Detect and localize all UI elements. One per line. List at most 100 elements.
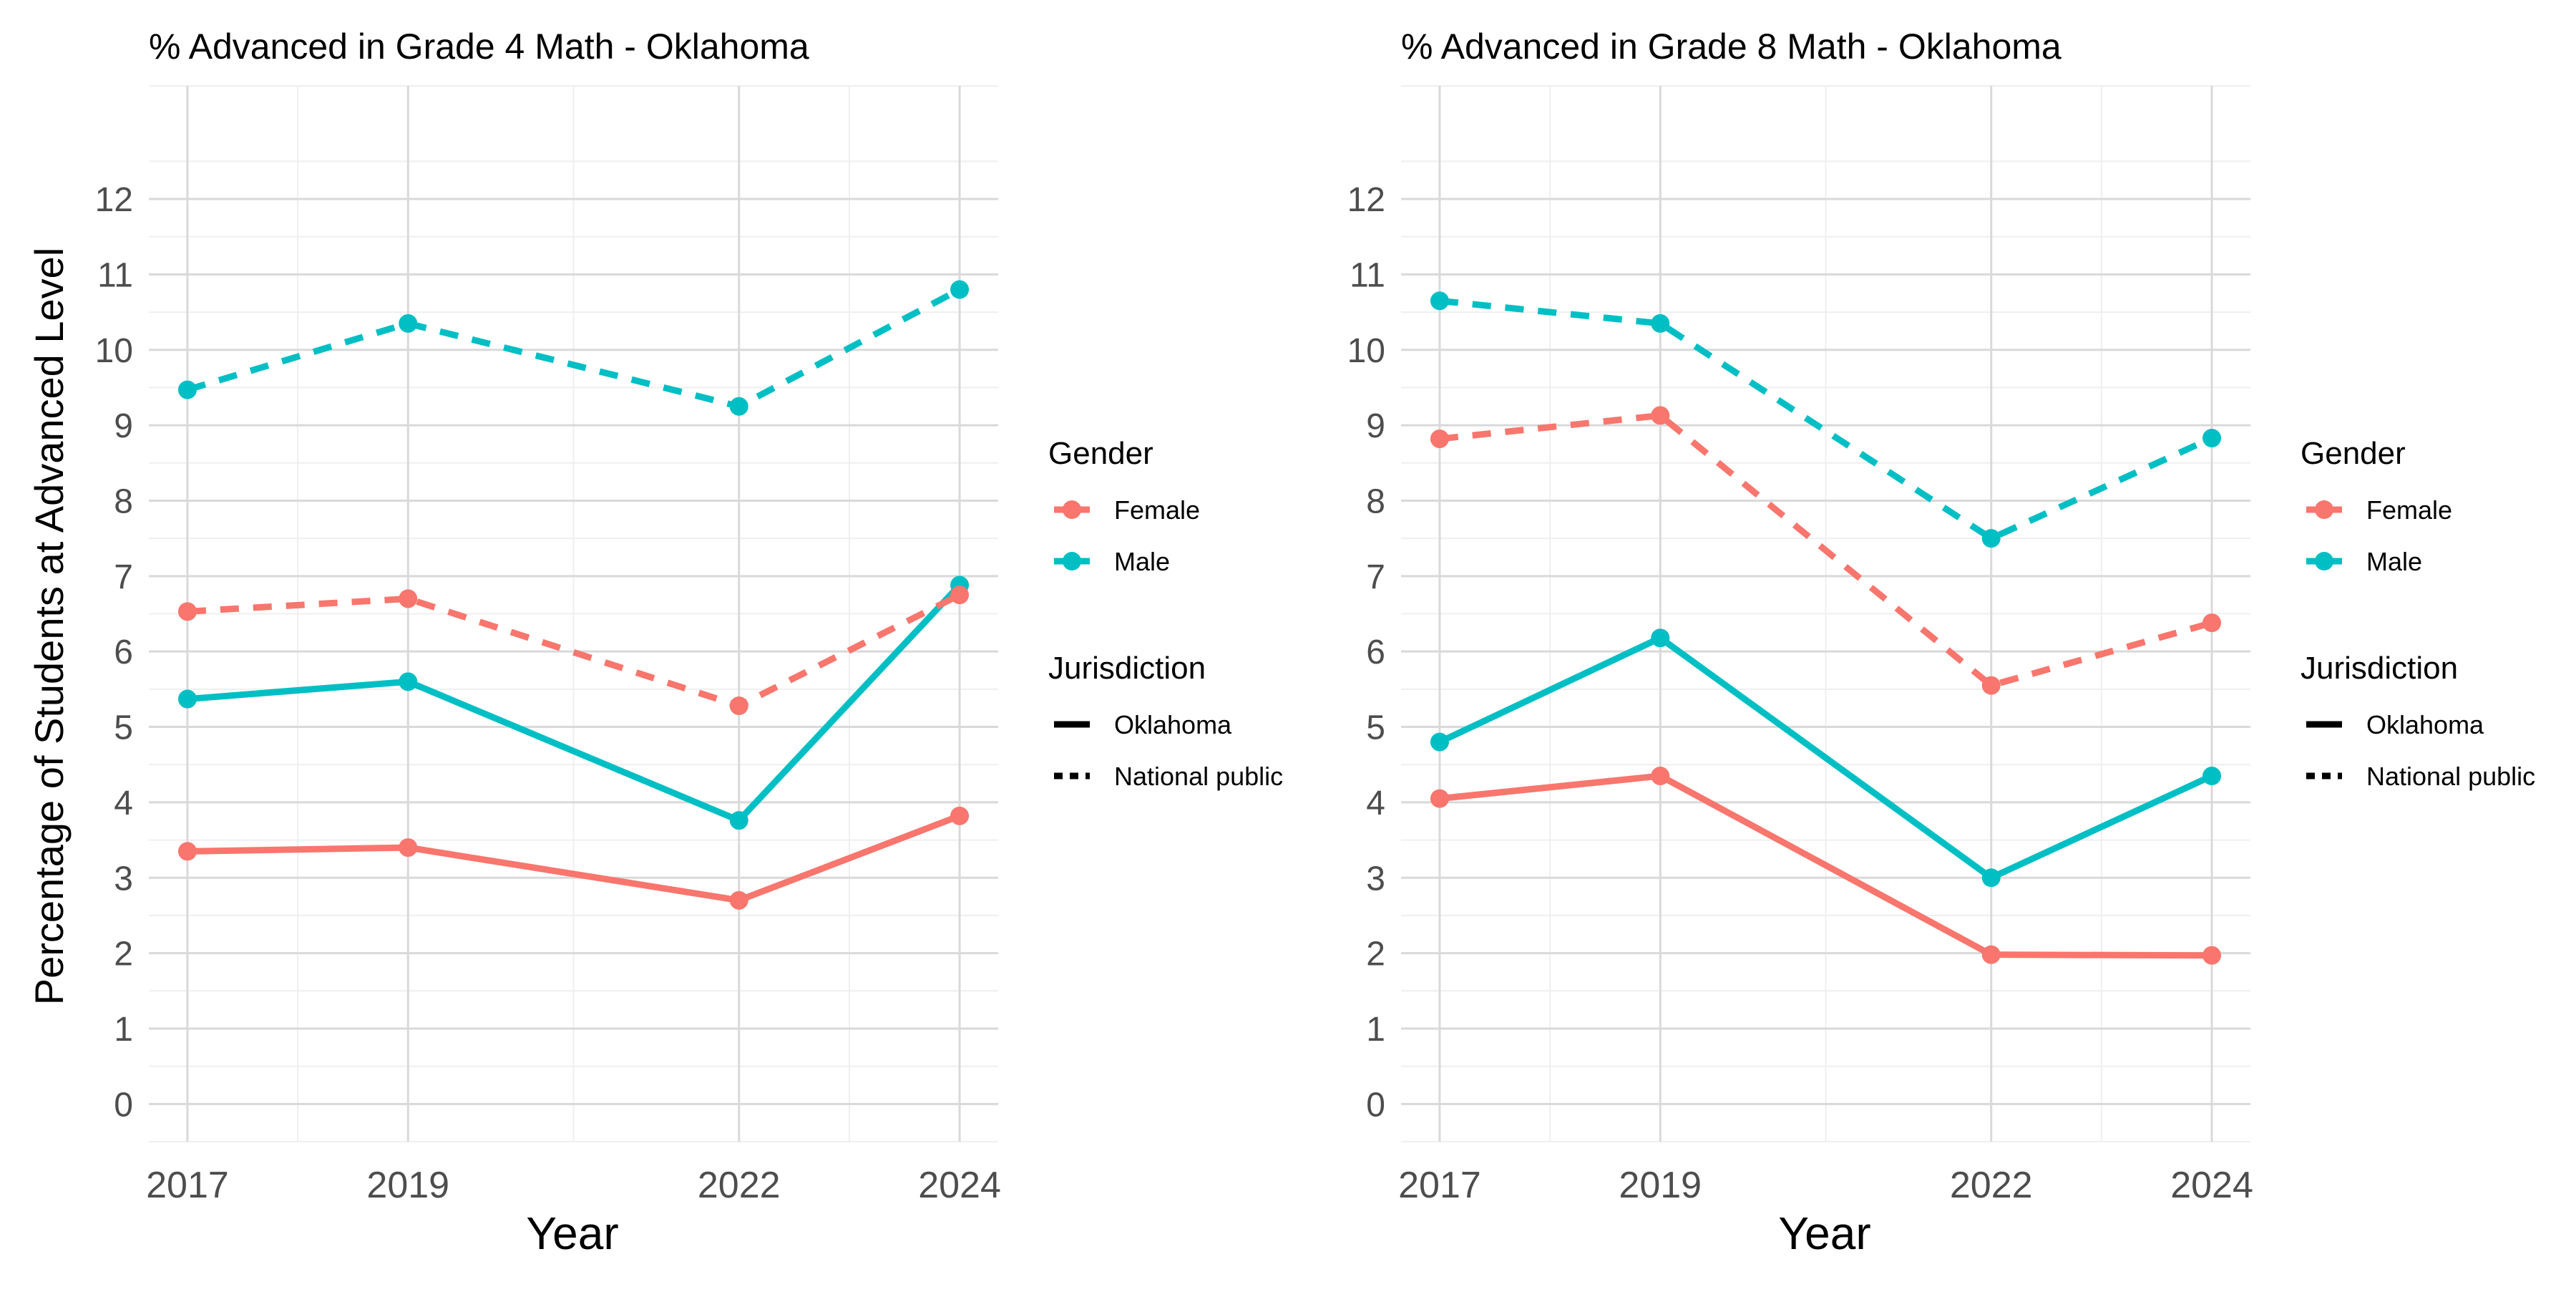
series-line-female-oklahoma: [187, 812, 961, 904]
x-tick-label: 2024: [2170, 1165, 2253, 1206]
legend-key-point: [1063, 500, 1081, 519]
y-tick-label: 3: [1366, 860, 1385, 898]
y-tick-label: 1: [1366, 1011, 1385, 1049]
legend-label-male: Male: [2366, 547, 2422, 576]
x-tick-label: 2017: [1398, 1165, 1481, 1206]
legend-title-gender: Gender: [1048, 436, 1153, 471]
y-tick-label: 1: [114, 1011, 133, 1049]
y-tick-label: 8: [114, 482, 133, 520]
y-tick-label: 10: [1347, 332, 1385, 370]
x-axis-title: Year: [1778, 1208, 1870, 1259]
y-tick-label: 4: [114, 785, 133, 822]
data-point: [2202, 613, 2222, 633]
legend-key-point: [2315, 500, 2333, 519]
data-point: [729, 890, 748, 910]
y-tick-label: 3: [114, 860, 133, 898]
y-tick-label: 0: [114, 1086, 133, 1124]
data-point: [729, 811, 748, 830]
series-line-male-oklahoma: [1438, 634, 2213, 881]
data-point: [729, 696, 748, 716]
y-tick-label: 5: [114, 709, 133, 747]
data-point: [950, 806, 970, 825]
x-tick-label: 2022: [1950, 1165, 2033, 1206]
data-point: [1430, 291, 1449, 311]
y-tick-label: 7: [114, 558, 133, 596]
data-point: [2202, 429, 2222, 448]
data-point: [2202, 767, 2222, 786]
data-point: [177, 689, 197, 709]
x-tick-label: 2022: [698, 1165, 781, 1206]
chart-title: % Advanced in Grade 4 Math - Oklahoma: [149, 26, 809, 67]
data-point: [1981, 945, 2001, 964]
data-point: [399, 838, 418, 858]
data-point: [1651, 628, 1670, 648]
x-axis-title: Year: [526, 1208, 618, 1259]
data-point: [950, 586, 970, 605]
data-point: [1430, 732, 1449, 752]
legend-label-oklahoma: Oklahoma: [2366, 710, 2484, 739]
legend-title-jurisdiction: Jurisdiction: [2301, 651, 2458, 686]
legend-label-female: Female: [2366, 495, 2452, 525]
series-line-female-national-public: [187, 592, 962, 709]
legend-title-gender: Gender: [2301, 436, 2406, 471]
data-point: [1430, 789, 1449, 808]
series-line-male-oklahoma: [187, 583, 962, 824]
y-tick-label: 2: [114, 936, 133, 973]
x-tick-label: 2017: [146, 1165, 229, 1206]
legend-panel-1: Gender Female Male Jurisdiction Oklahoma Nati…: [1048, 436, 1283, 791]
data-point: [177, 602, 197, 621]
legend-label-national-public: National public: [1114, 762, 1283, 791]
legend-panel-2: Gender Female Male Jurisdiction Oklahoma Nati…: [2301, 436, 2535, 791]
series-line-female-national-public: [1439, 412, 2213, 689]
data-point: [729, 397, 748, 416]
data-point: [177, 842, 197, 861]
legend-title-jurisdiction: Jurisdiction: [1048, 651, 1206, 686]
y-axis-title: Percentage of Students at Advanced Level: [26, 248, 72, 1006]
legend-label-national-public: National public: [2366, 762, 2535, 791]
data-point: [399, 589, 418, 608]
x-tick-label: 2024: [918, 1165, 1001, 1206]
y-tick-label: 11: [97, 256, 133, 294]
data-point: [1651, 406, 1670, 425]
y-tick-label: 5: [1366, 709, 1385, 747]
legend-label-female: Female: [1114, 495, 1200, 525]
data-point: [177, 380, 197, 399]
y-tick-label: 12: [95, 181, 133, 219]
legend-label-male: Male: [1114, 547, 1170, 576]
y-tick-label: 6: [114, 633, 133, 671]
data-point: [2202, 946, 2222, 965]
y-tick-label: 10: [95, 332, 133, 370]
y-tick-label: 8: [1366, 482, 1385, 520]
y-tick-label: 9: [1366, 407, 1385, 445]
data-point: [1430, 429, 1449, 449]
chart-title: % Advanced in Grade 8 Math - Oklahoma: [1401, 26, 2062, 67]
legend-key-point: [1063, 552, 1081, 570]
data-point: [1981, 868, 2001, 888]
y-tick-label: 2: [1366, 936, 1385, 973]
y-tick-label: 6: [1366, 633, 1385, 671]
series-line-male-national-public: [1439, 297, 2213, 542]
data-point: [399, 314, 418, 333]
y-tick-label: 7: [1366, 558, 1385, 596]
data-point: [1981, 676, 2001, 695]
data-point: [399, 672, 418, 691]
y-tick-label: 9: [114, 407, 133, 445]
data-point: [1981, 529, 2001, 548]
data-point: [950, 280, 970, 299]
data-point: [1651, 314, 1670, 333]
x-tick-label: 2019: [1619, 1165, 1702, 1206]
y-tick-label: 0: [1366, 1086, 1385, 1124]
data-point: [1651, 767, 1670, 786]
y-tick-label: 4: [1366, 785, 1385, 822]
y-tick-label: 11: [1350, 256, 1385, 294]
legend-label-oklahoma: Oklahoma: [1114, 710, 1232, 739]
x-tick-label: 2019: [366, 1165, 449, 1206]
series-line-male-national-public: [186, 286, 962, 410]
series-line-female-oklahoma: [1439, 772, 2212, 959]
legend-key-point: [2315, 552, 2333, 570]
y-tick-label: 12: [1347, 181, 1385, 219]
